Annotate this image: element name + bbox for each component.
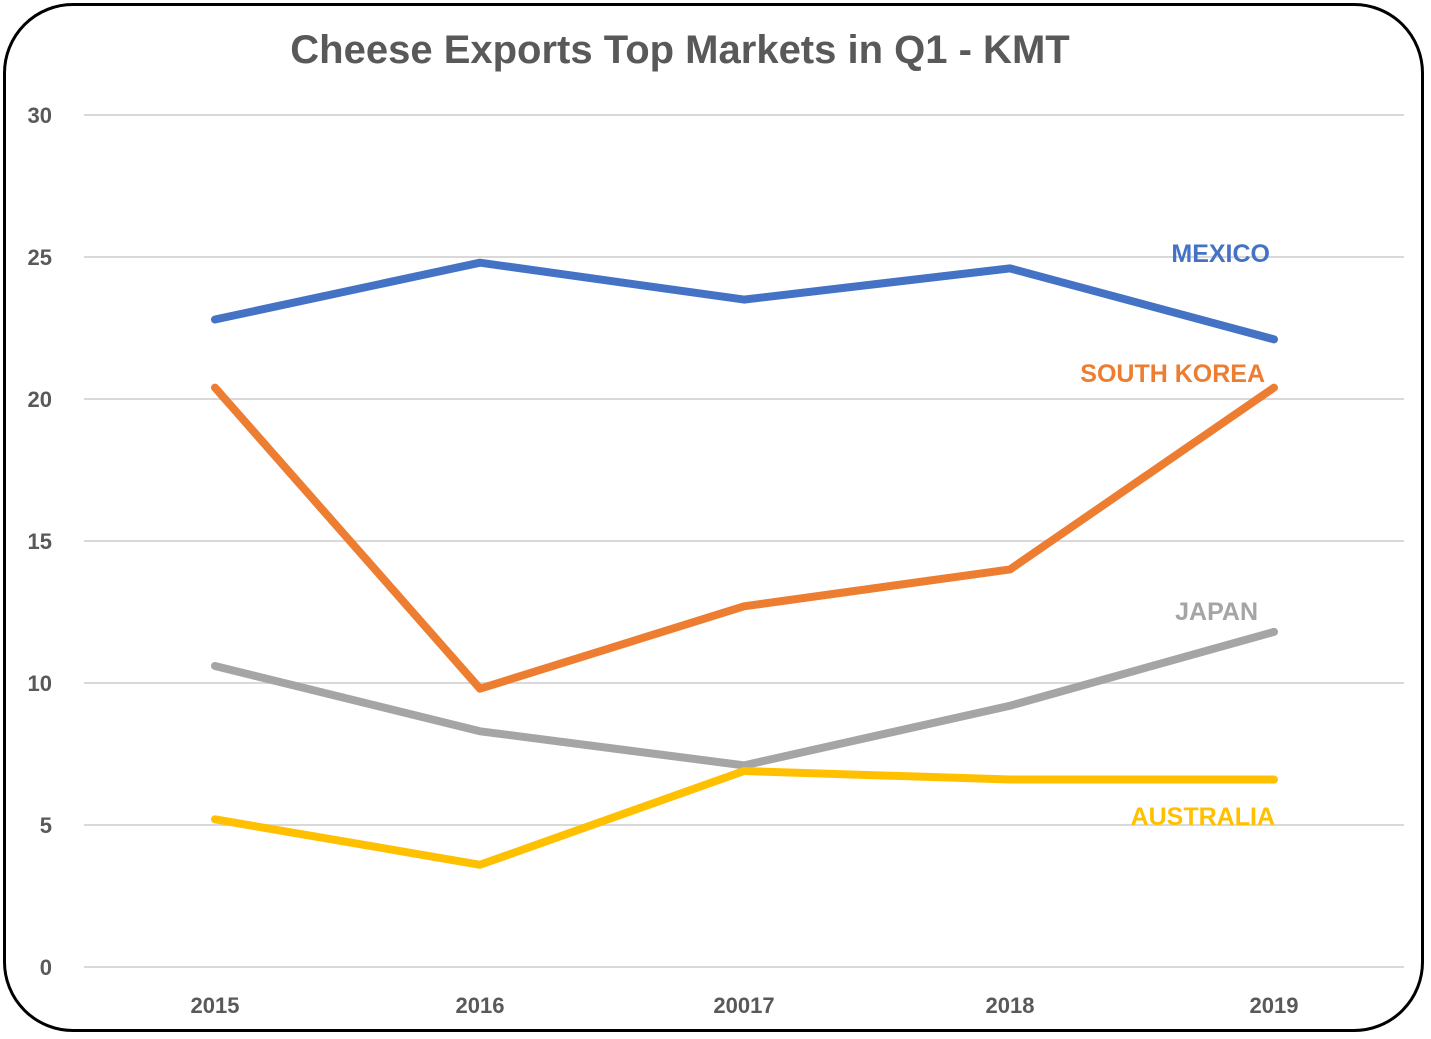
series-line-mexico: [211, 258, 1278, 344]
y-tick-label: 30: [28, 103, 52, 128]
series-label: AUSTRALIA: [1131, 803, 1275, 831]
series-label: SOUTH KOREA: [1080, 360, 1265, 388]
x-tick-label: 2019: [1250, 993, 1299, 1018]
y-tick-label: 5: [40, 813, 52, 838]
chart-title: Cheese Exports Top Markets in Q1 - KMT: [290, 28, 1070, 72]
series-label: MEXICO: [1171, 240, 1270, 268]
y-tick-label: 15: [28, 529, 52, 554]
series-label: JAPAN: [1175, 598, 1258, 626]
x-tick-label: 2016: [456, 993, 505, 1018]
x-tick-label: 20017: [713, 993, 774, 1018]
y-tick-label: 10: [28, 671, 52, 696]
chart-frame: [3, 3, 1424, 1032]
y-tick-label: 25: [28, 245, 52, 270]
series-line-japan: [211, 627, 1278, 770]
series-line-south-korea: [211, 383, 1278, 693]
x-tick-label: 2015: [191, 993, 240, 1018]
x-tick-label: 2018: [986, 993, 1035, 1018]
y-tick-label: 0: [40, 955, 52, 980]
y-tick-label: 20: [28, 387, 52, 412]
series-line-australia: [211, 767, 1278, 869]
